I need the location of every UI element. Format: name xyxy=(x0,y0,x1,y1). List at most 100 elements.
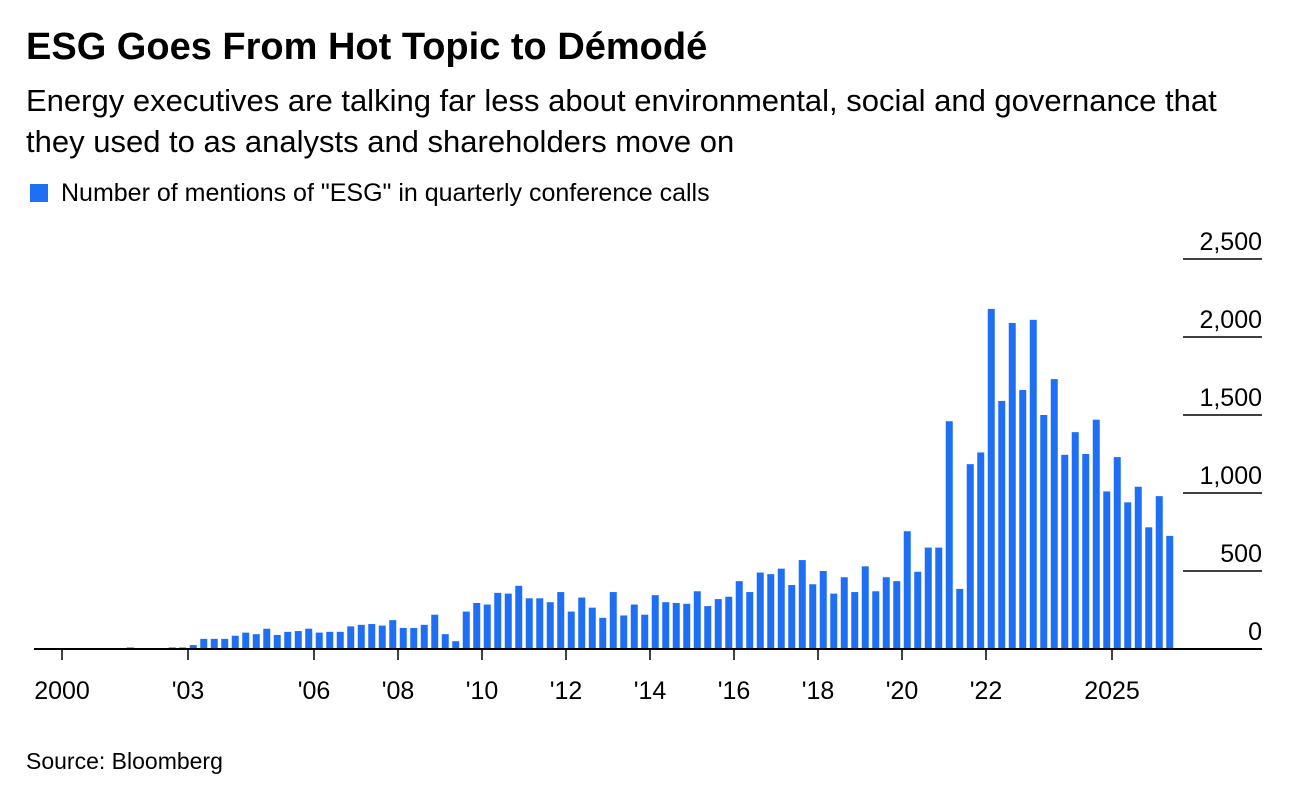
bar xyxy=(1050,379,1058,649)
x-ticks: 2000 '03 '06 '08 '10 '12 '14 '16 '18 '20 '22 2025 xyxy=(34,649,1140,705)
y-tick-label: 1,000 xyxy=(1199,462,1262,490)
bar xyxy=(1092,419,1100,649)
bar xyxy=(273,634,281,649)
x-tick-label: '08 xyxy=(382,677,415,705)
bar xyxy=(326,631,334,649)
bar xyxy=(735,581,743,649)
bar xyxy=(924,547,932,649)
bar xyxy=(462,611,470,649)
bar xyxy=(452,641,460,649)
bar xyxy=(483,604,491,649)
bar xyxy=(777,568,785,649)
bars xyxy=(63,308,1174,649)
bar xyxy=(389,620,397,649)
bar xyxy=(903,531,911,649)
bar xyxy=(882,577,890,649)
bar xyxy=(242,632,250,649)
bar xyxy=(861,566,869,649)
bar xyxy=(987,308,995,649)
bar xyxy=(294,631,302,649)
bar xyxy=(998,400,1006,649)
bar xyxy=(809,584,817,649)
bar xyxy=(347,626,355,649)
y-tick-label: 2,000 xyxy=(1199,306,1262,334)
bar xyxy=(525,598,533,649)
bar xyxy=(672,602,680,649)
bar xyxy=(756,572,764,649)
bar xyxy=(441,634,449,649)
x-tick-label: 2000 xyxy=(34,677,90,705)
bar xyxy=(767,574,775,649)
bar xyxy=(893,581,901,649)
bar xyxy=(210,638,218,649)
bar xyxy=(693,591,701,649)
bar xyxy=(305,628,313,649)
x-tick-label: '03 xyxy=(172,677,205,705)
bar xyxy=(1071,432,1079,649)
bar xyxy=(263,628,271,649)
x-tick-label: '18 xyxy=(802,677,835,705)
bar xyxy=(840,577,848,649)
bar xyxy=(935,547,943,649)
x-tick-label: '10 xyxy=(466,677,499,705)
legend-label: Number of mentions of "ESG" in quarterly… xyxy=(61,178,710,207)
legend: Number of mentions of "ESG" in quarterly… xyxy=(30,178,710,208)
bar xyxy=(714,599,722,649)
bar xyxy=(1145,527,1153,649)
bar xyxy=(336,631,344,649)
bar xyxy=(620,615,628,649)
y-tick-labels: 0 500 1,000 1,500 2,000 2,500 xyxy=(1199,228,1262,646)
bar xyxy=(977,452,985,649)
bar xyxy=(819,571,827,649)
x-tick-label: '06 xyxy=(298,677,331,705)
bar xyxy=(189,645,197,649)
bar xyxy=(231,635,239,649)
bar xyxy=(630,604,638,649)
bar xyxy=(1082,454,1090,649)
x-tick-label: '16 xyxy=(718,677,751,705)
y-tick-label: 0 xyxy=(1248,618,1262,646)
bar xyxy=(641,614,649,649)
bar xyxy=(788,585,796,649)
x-tick-label: '22 xyxy=(970,677,1003,705)
bar xyxy=(315,632,323,649)
bar xyxy=(494,592,502,649)
bar xyxy=(1019,390,1027,649)
bar xyxy=(1124,502,1132,649)
x-tick-label: '20 xyxy=(886,677,919,705)
bar xyxy=(851,592,859,649)
x-tick-label: 2025 xyxy=(1084,677,1140,705)
bar xyxy=(1155,496,1163,649)
bar xyxy=(431,614,439,649)
bar xyxy=(515,585,523,649)
bar xyxy=(473,602,481,649)
bar xyxy=(378,625,386,649)
bar xyxy=(567,611,575,649)
bar xyxy=(1134,486,1142,649)
bar xyxy=(945,421,953,649)
bar xyxy=(1166,535,1174,649)
bar xyxy=(1008,322,1016,649)
bar xyxy=(504,593,512,649)
bar xyxy=(399,627,407,649)
source-note: Source: Bloomberg xyxy=(26,748,223,774)
bar xyxy=(872,591,880,649)
bar xyxy=(798,560,806,649)
bar xyxy=(830,593,838,649)
bar xyxy=(914,571,922,649)
bar xyxy=(704,606,712,649)
bar xyxy=(1040,415,1048,649)
bar xyxy=(1029,319,1037,649)
bar xyxy=(200,638,208,649)
bar xyxy=(252,634,260,649)
x-tick-label: '12 xyxy=(550,677,583,705)
bar xyxy=(221,638,229,649)
bar xyxy=(662,602,670,649)
bar xyxy=(1103,491,1111,649)
bar xyxy=(746,592,754,649)
bar xyxy=(357,624,365,649)
bar xyxy=(546,602,554,649)
bar xyxy=(725,596,733,649)
chart-subtitle: Energy executives are talking far less a… xyxy=(26,83,1217,159)
bar xyxy=(651,595,659,649)
